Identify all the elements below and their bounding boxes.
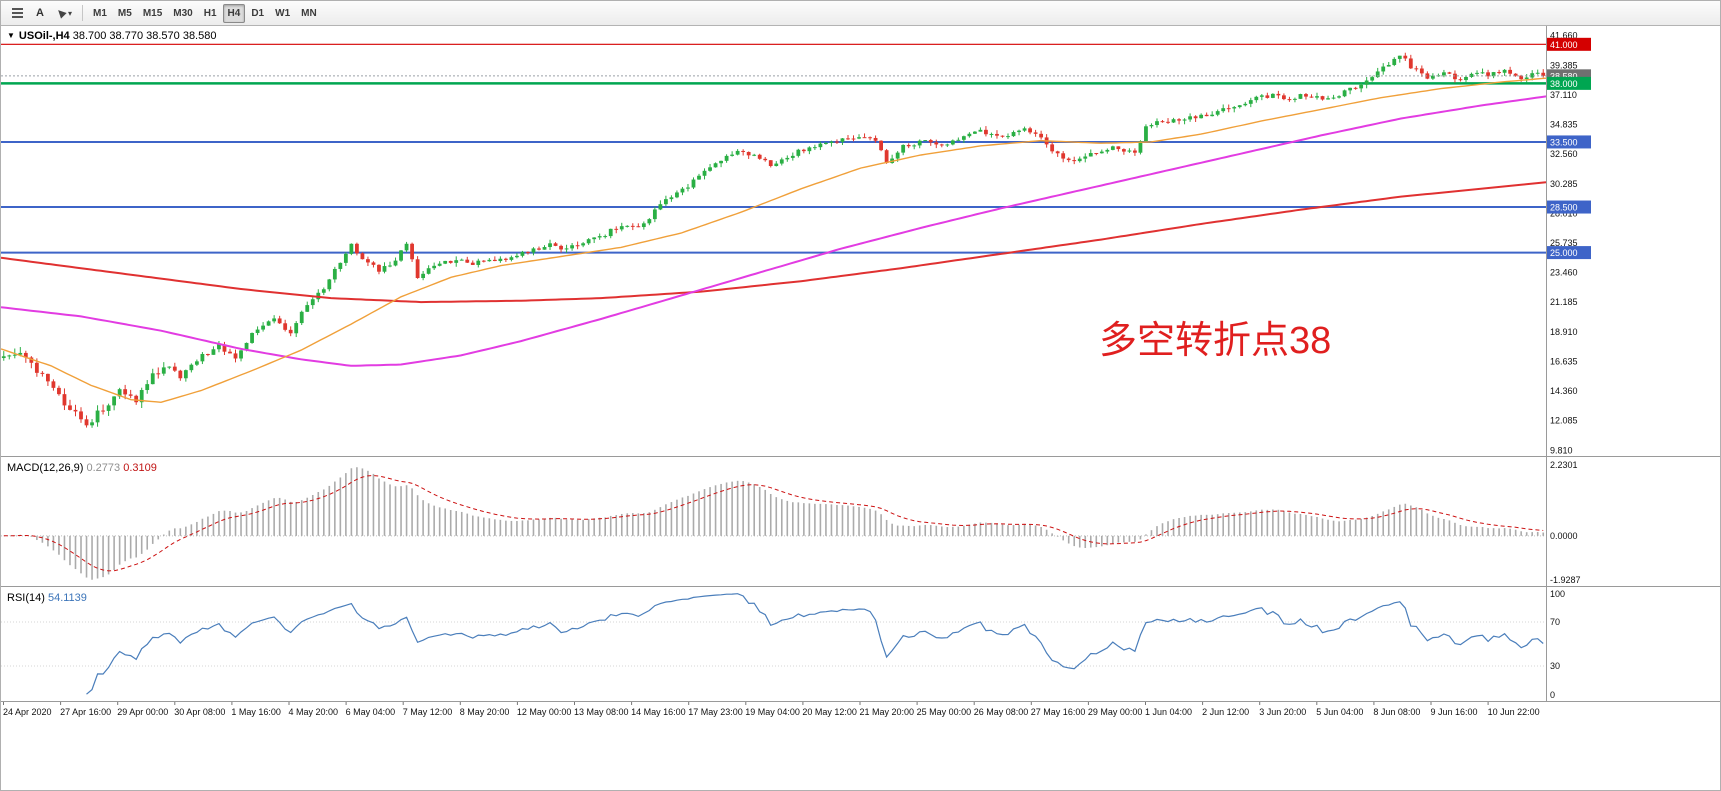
svg-text:27 Apr 16:00: 27 Apr 16:00	[60, 707, 111, 717]
svg-text:38.000: 38.000	[1550, 79, 1578, 89]
svg-text:19 May 04:00: 19 May 04:00	[745, 707, 800, 717]
svg-text:2.2301: 2.2301	[1550, 460, 1578, 470]
svg-text:2 Jun 12:00: 2 Jun 12:00	[1202, 707, 1249, 717]
svg-text:9 Jun 16:00: 9 Jun 16:00	[1431, 707, 1478, 717]
svg-text:1 May 16:00: 1 May 16:00	[231, 707, 281, 717]
svg-text:0.0000: 0.0000	[1550, 531, 1578, 541]
svg-text:33.500: 33.500	[1550, 137, 1578, 147]
rsi-panel[interactable]	[1, 593, 1546, 695]
chart-canvas[interactable]: 41.66039.38537.11034.83532.56030.28528.0…	[1, 26, 1721, 791]
cursor-tool-button[interactable]: ▾	[52, 4, 77, 23]
macd-axis[interactable]: 2.2301 0.0000 -1.9287	[1550, 460, 1581, 585]
svg-text:10 Jun 22:00: 10 Jun 22:00	[1488, 707, 1540, 717]
svg-text:30 Apr 08:00: 30 Apr 08:00	[174, 707, 225, 717]
svg-text:70: 70	[1550, 617, 1560, 627]
timeframe-button-m1[interactable]: M1	[88, 4, 112, 23]
svg-text:1 Jun 04:00: 1 Jun 04:00	[1145, 707, 1192, 717]
svg-text:12.085: 12.085	[1550, 416, 1578, 426]
toolbar: A ▾ M1 M5 M15 M30 H1 H4 D1 W1 MN	[1, 1, 1720, 26]
svg-text:18.910: 18.910	[1550, 327, 1578, 337]
dropdown-caret-icon: ▾	[68, 8, 73, 18]
svg-text:0: 0	[1550, 690, 1555, 700]
timeframe-button-m15[interactable]: M15	[138, 4, 167, 23]
svg-text:4 May 20:00: 4 May 20:00	[289, 707, 339, 717]
svg-text:27 May 16:00: 27 May 16:00	[1031, 707, 1086, 717]
timeframe-button-w1[interactable]: W1	[270, 4, 295, 23]
svg-text:29 May 00:00: 29 May 00:00	[1088, 707, 1143, 717]
panel-frame	[1, 26, 1720, 702]
svg-text:20 May 12:00: 20 May 12:00	[802, 707, 857, 717]
timeframe-button-m30[interactable]: M30	[168, 4, 197, 23]
time-axis[interactable]: 24 Apr 2020 27 Apr 16:00 29 Apr 00:00 30 Ap…	[3, 702, 1540, 717]
svg-text:38.580: 38.580	[1550, 71, 1578, 81]
svg-text:25 May 00:00: 25 May 00:00	[917, 707, 972, 717]
svg-text:9.810: 9.810	[1550, 445, 1573, 455]
macd-panel[interactable]	[1, 467, 1546, 580]
menu-icon	[11, 8, 23, 18]
svg-text:41.000: 41.000	[1550, 40, 1578, 50]
svg-text:21 May 20:00: 21 May 20:00	[860, 707, 915, 717]
svg-text:37.110: 37.110	[1550, 90, 1577, 100]
svg-text:7 May 12:00: 7 May 12:00	[403, 707, 453, 717]
svg-text:25.000: 25.000	[1550, 248, 1578, 258]
svg-text:25.735: 25.735	[1550, 238, 1578, 248]
svg-text:26 May 08:00: 26 May 08:00	[974, 707, 1029, 717]
svg-text:32.560: 32.560	[1550, 149, 1578, 159]
svg-text:41.660: 41.660	[1550, 31, 1578, 41]
svg-text:39.385: 39.385	[1550, 60, 1578, 70]
rsi-axis[interactable]: 100 70 30 0	[1550, 589, 1565, 700]
svg-text:23.460: 23.460	[1550, 268, 1578, 278]
timeframe-button-h1[interactable]: H1	[199, 4, 222, 23]
svg-text:8 Jun 08:00: 8 Jun 08:00	[1373, 707, 1420, 717]
text-tool-button[interactable]: A	[29, 4, 51, 23]
svg-text:6 May 04:00: 6 May 04:00	[346, 707, 396, 717]
svg-text:-1.9287: -1.9287	[1550, 575, 1581, 585]
svg-text:14 May 16:00: 14 May 16:00	[631, 707, 686, 717]
timeframe-button-mn[interactable]: MN	[296, 4, 322, 23]
svg-text:17 May 23:00: 17 May 23:00	[688, 707, 743, 717]
timeframe-button-d1[interactable]: D1	[246, 4, 269, 23]
svg-text:3 Jun 20:00: 3 Jun 20:00	[1259, 707, 1306, 717]
timeframe-button-m5[interactable]: M5	[113, 4, 137, 23]
chart-annotation-text[interactable]: 多空转折点38	[1099, 320, 1332, 362]
ma-orange-fast[interactable]	[1, 77, 1547, 404]
svg-text:21.185: 21.185	[1550, 297, 1578, 307]
svg-text:16.635: 16.635	[1550, 356, 1578, 366]
ma-magenta-mid[interactable]	[1, 95, 1547, 367]
price-axis[interactable]: 41.66039.38537.11034.83532.56030.28528.0…	[1547, 31, 1591, 456]
timeframe-button-h4[interactable]: H4	[222, 3, 246, 23]
svg-text:5 Jun 04:00: 5 Jun 04:00	[1316, 707, 1363, 717]
chart-area: 41.66039.38537.11034.83532.56030.28528.0…	[1, 26, 1721, 791]
ma-red-slow[interactable]	[1, 181, 1547, 304]
svg-text:100: 100	[1550, 589, 1565, 599]
svg-text:30.285: 30.285	[1550, 179, 1578, 189]
svg-text:28.500: 28.500	[1550, 203, 1578, 213]
horizontal-lines-layer[interactable]	[1, 43, 1546, 254]
svg-text:8 May 20:00: 8 May 20:00	[460, 707, 510, 717]
chart-menu-button[interactable]	[6, 4, 28, 23]
svg-text:14.360: 14.360	[1550, 386, 1578, 396]
candles-layer[interactable]	[1, 52, 1546, 428]
svg-text:34.835: 34.835	[1550, 120, 1578, 130]
toolbar-separator	[82, 5, 84, 21]
svg-text:30: 30	[1550, 661, 1560, 671]
svg-text:12 May 00:00: 12 May 00:00	[517, 707, 572, 717]
cursor-arrow-icon	[55, 7, 67, 19]
svg-text:13 May 08:00: 13 May 08:00	[574, 707, 629, 717]
svg-text:24 Apr 2020: 24 Apr 2020	[3, 707, 52, 717]
svg-text:29 Apr 00:00: 29 Apr 00:00	[117, 707, 168, 717]
